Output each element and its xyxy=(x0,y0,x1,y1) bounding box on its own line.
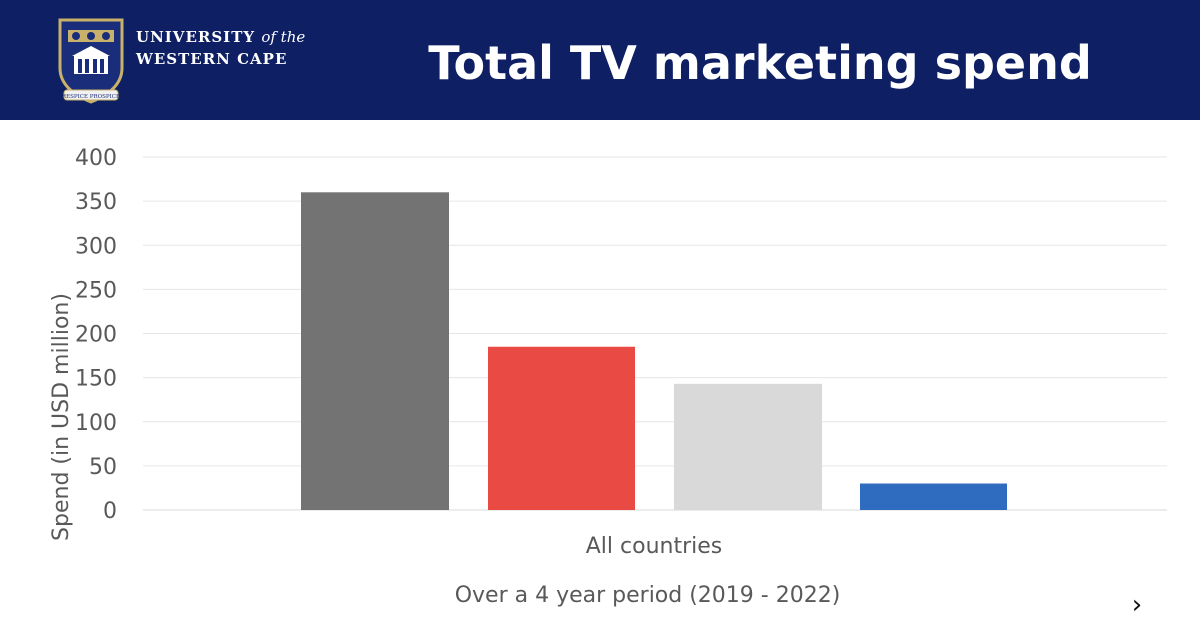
y-tick-label: 200 xyxy=(75,323,117,348)
y-tick-label: 350 xyxy=(75,190,117,215)
chart-footnote: Over a 4 year period (2019 - 2022) xyxy=(454,583,841,608)
bar-chart: 0 50 100 150 200 250 300 350 400 Spend (in USD m… xyxy=(49,146,1167,559)
bar-3 xyxy=(674,383,822,510)
bar-1 xyxy=(301,192,449,511)
university-name-line2: WESTERN CAPE xyxy=(136,50,288,68)
y-tick-label: 100 xyxy=(75,411,117,436)
university-name-of-the: of the xyxy=(261,28,306,46)
chevron-right-icon: › xyxy=(1131,590,1143,620)
next-slide-button[interactable]: › xyxy=(1124,590,1150,620)
crest-motto: RESPICE PROSPICE xyxy=(62,94,120,100)
university-crest-icon: RESPICE PROSPICE xyxy=(58,18,124,104)
y-tick-label: 0 xyxy=(103,499,117,524)
y-tick-label: 300 xyxy=(75,234,117,259)
university-name: UNIVERSITY of the WESTERN CAPE xyxy=(136,26,305,70)
y-axis-ticks: 0 50 100 150 200 250 300 350 400 xyxy=(75,146,117,524)
y-tick-label: 250 xyxy=(75,278,117,303)
chart-gridlines xyxy=(143,156,1167,511)
slide-header: RESPICE PROSPICE UNIVERSITY of the WESTE… xyxy=(0,0,1200,120)
bar-4 xyxy=(860,483,1007,510)
y-tick-label: 400 xyxy=(75,146,117,171)
y-tick-label: 50 xyxy=(89,455,117,480)
x-axis-category-label: All countries xyxy=(586,534,723,559)
page-title: Total TV marketing spend xyxy=(428,36,1092,90)
bar-2 xyxy=(488,346,635,510)
y-tick-label: 150 xyxy=(75,367,117,392)
chart-bars xyxy=(301,192,1007,511)
university-name-line1: UNIVERSITY xyxy=(136,28,256,46)
y-axis-title: Spend (in USD million) xyxy=(49,293,74,541)
